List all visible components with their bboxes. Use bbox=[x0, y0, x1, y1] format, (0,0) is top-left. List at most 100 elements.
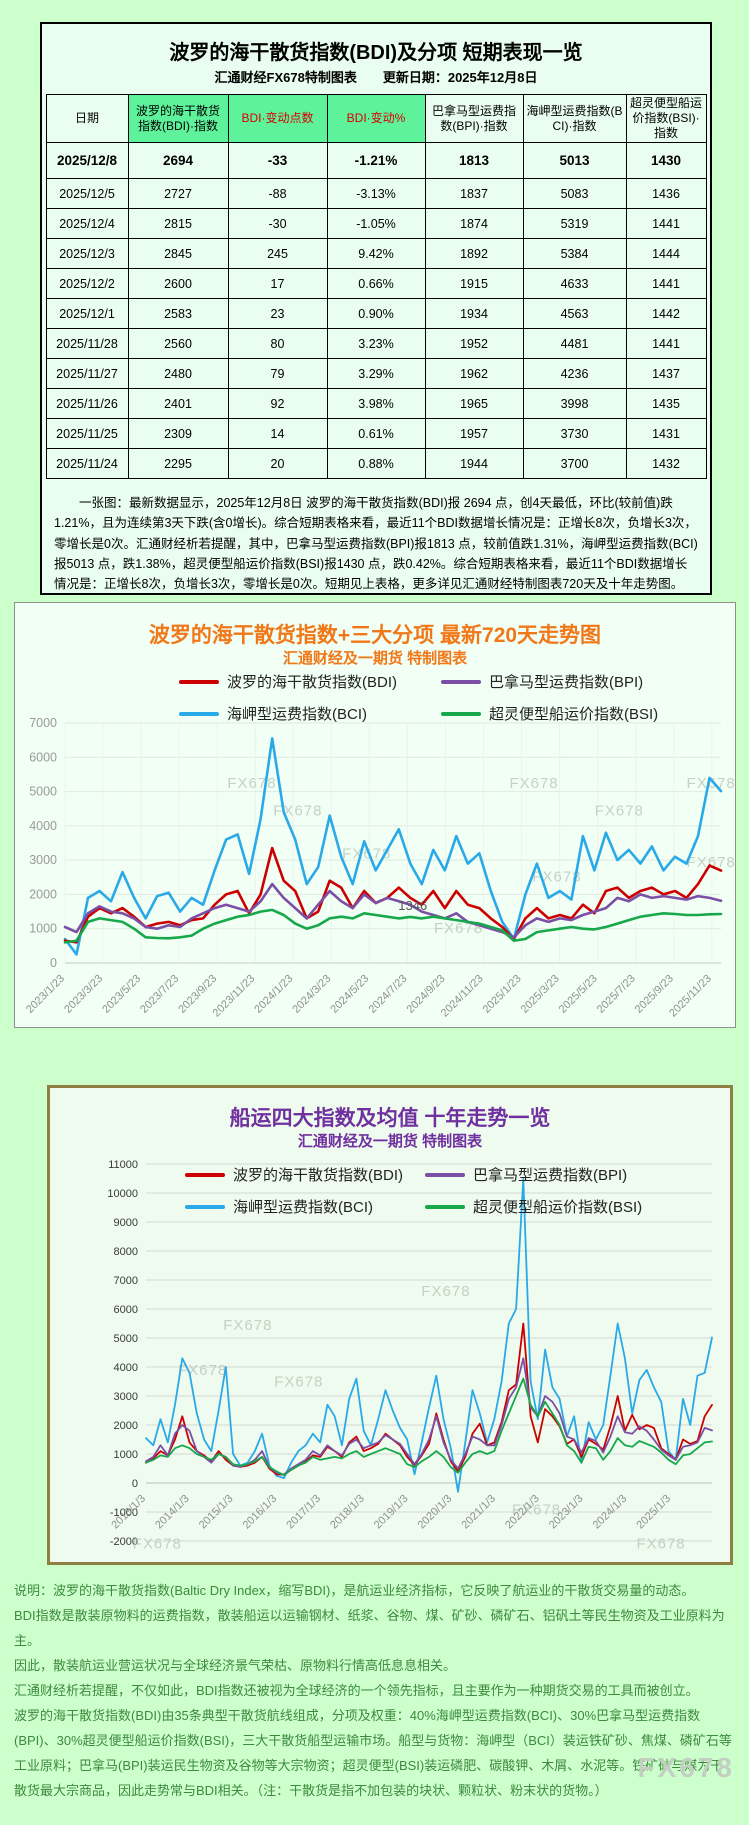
svg-text:FX678: FX678 bbox=[223, 1317, 272, 1334]
svg-text:9000: 9000 bbox=[114, 1217, 138, 1229]
table-row: 2025/11/28 2560 80 3.23% 1952 4481 1441 bbox=[45, 328, 707, 359]
svg-text:0: 0 bbox=[50, 956, 57, 970]
legend-item-bpi: 巴拿马型运费指数(BPI) bbox=[425, 1164, 665, 1185]
table-cell: 2600 bbox=[127, 268, 229, 299]
chart-10year-subtitle: 汇通财经及一期货 特制图表 bbox=[297, 1133, 483, 1150]
column-header: 巴拿马型运费指数(BPI)·指数 bbox=[424, 94, 524, 143]
legend-item-bdi: 波罗的海干散货指数(BDI) bbox=[185, 1164, 425, 1185]
svg-text:2024/1/23: 2024/1/23 bbox=[252, 973, 295, 1016]
footer-note-line: 因此，散装航运业营运状况与全球经济景气荣枯、原物料行情高低息息相关。 bbox=[14, 1658, 457, 1673]
table-cell: 2401 bbox=[127, 388, 229, 419]
table-cell: 2025/11/25 bbox=[45, 418, 129, 449]
chart-720day-legend: 波罗的海干散货指数(BDI) 巴拿马型运费指数(BPI) 海岬型运费指数(BCI) 超… bbox=[179, 671, 703, 724]
legend-label: 超灵便型船运价指数(BSI) bbox=[473, 1199, 643, 1216]
legend-label: 海岬型运费指数(BCI) bbox=[233, 1199, 373, 1216]
svg-text:FX678: FX678 bbox=[421, 1283, 470, 1300]
svg-text:FX678: FX678 bbox=[636, 1536, 685, 1553]
table-cell: -1.05% bbox=[326, 208, 426, 239]
chart-10year-panel: -2000 -1000 0 1000 2000 3000 4000 5000 6000 7000 8… bbox=[47, 1085, 733, 1565]
chart-10year-legend: 波罗的海干散货指数(BDI) 巴拿马型运费指数(BPI) 海岬型运费指数(BCI) 超… bbox=[185, 1164, 665, 1217]
table-row: 2025/11/27 2480 79 3.29% 1962 4236 1437 bbox=[45, 358, 707, 389]
svg-text:1000: 1000 bbox=[29, 922, 57, 936]
chart-720day-subtitle: 汇通财经及一期货 特制图表 bbox=[282, 650, 468, 667]
table-cell: 2025/12/8 bbox=[45, 142, 129, 179]
table-cell: 0.88% bbox=[326, 448, 426, 479]
table-cell: 2560 bbox=[127, 328, 229, 359]
table-cell: 2727 bbox=[127, 178, 229, 209]
table-cell: 2025/12/1 bbox=[45, 298, 129, 329]
table-cell: 4236 bbox=[522, 358, 627, 389]
table-subtitle: 汇通财经FX678特制图表 更新日期：2025年12月8日 bbox=[42, 67, 710, 86]
footer-note-line: 汇通财经析若提醒，不仅如此，BDI指数还被视为全球经济的一个领先指标，且主要作为… bbox=[14, 1683, 699, 1698]
legend-label: 巴拿马型运费指数(BPI) bbox=[489, 674, 644, 691]
legend-color-line bbox=[441, 679, 481, 684]
bdi-short-term-table: 日期 波罗的海干散货指数(BDI)·指数 BDI·变动点数 BDI·变动% 巴拿马型运费… bbox=[45, 94, 707, 479]
table-cell: 3730 bbox=[522, 418, 627, 449]
table-cell: 2845 bbox=[127, 238, 229, 269]
legend-item-bci: 海岬型运费指数(BCI) bbox=[179, 703, 441, 724]
table-cell: 0.61% bbox=[326, 418, 426, 449]
table-row: 2025/12/3 2845 245 9.42% 1892 5384 1444 bbox=[45, 238, 707, 269]
chart-10year-plot: -2000 -1000 0 1000 2000 3000 4000 5000 6000 7000 8… bbox=[107, 1159, 713, 1553]
table-cell: 79 bbox=[227, 358, 328, 389]
svg-text:FX678: FX678 bbox=[512, 1502, 561, 1519]
table-cell: 0.66% bbox=[326, 268, 426, 299]
table-cell: 9.42% bbox=[326, 238, 426, 269]
table-cell: 5319 bbox=[522, 208, 627, 239]
column-header: 波罗的海干散货指数(BDI)·指数 bbox=[127, 94, 229, 143]
table-row: 2025/12/8 2694 -33 -1.21% 1813 5013 1430 bbox=[45, 142, 707, 179]
chart-720day-panel: 0 1000 2000 3000 4000 5000 6000 7000 FX678 FX678 F… bbox=[14, 602, 736, 1028]
column-header: 日期 bbox=[45, 94, 129, 143]
table-cell: 0.90% bbox=[326, 298, 426, 329]
svg-text:FX678: FX678 bbox=[595, 802, 644, 819]
table-cell: -1.21% bbox=[326, 142, 426, 179]
svg-text:2023/3/23: 2023/3/23 bbox=[62, 973, 105, 1016]
legend-color-line bbox=[179, 711, 219, 716]
table-cell: 2815 bbox=[127, 208, 229, 239]
legend-label: 巴拿马型运费指数(BPI) bbox=[473, 1167, 628, 1184]
short-term-table-panel: 波罗的海干散货指数(BDI)及分项 短期表现一览 汇通财经FX678特制图表 更… bbox=[40, 22, 712, 595]
legend-label: 波罗的海干散货指数(BDI) bbox=[227, 674, 397, 691]
svg-text:FX678: FX678 bbox=[274, 1373, 323, 1390]
legend-color-line bbox=[425, 1172, 465, 1177]
svg-text:10000: 10000 bbox=[107, 1188, 138, 1200]
svg-text:1346: 1346 bbox=[398, 898, 427, 913]
table-cell: 1441 bbox=[625, 268, 707, 299]
svg-text:2024/3/23: 2024/3/23 bbox=[290, 973, 333, 1016]
footer-notes: 说明：波罗的海干散货指数(Baltic Dry Index，缩写BDI)，是航运… bbox=[0, 1578, 749, 1803]
svg-text:FX678: FX678 bbox=[687, 854, 736, 871]
svg-text:2025/3/23: 2025/3/23 bbox=[519, 973, 562, 1016]
svg-text:6000: 6000 bbox=[114, 1304, 138, 1316]
table-cell: 80 bbox=[227, 328, 328, 359]
table-cell: 2025/11/28 bbox=[45, 328, 129, 359]
table-cell: 1813 bbox=[424, 142, 524, 179]
svg-text:8000: 8000 bbox=[114, 1246, 138, 1258]
table-cell: 2694 bbox=[127, 142, 229, 179]
table-cell: 5013 bbox=[522, 142, 627, 179]
legend-color-line bbox=[179, 679, 219, 684]
svg-text:-1000: -1000 bbox=[110, 1507, 138, 1519]
legend-label: 波罗的海干散货指数(BDI) bbox=[233, 1167, 403, 1184]
svg-text:2025/1/23: 2025/1/23 bbox=[481, 973, 524, 1016]
svg-text:FX678: FX678 bbox=[227, 775, 276, 792]
series-bpi bbox=[63, 882, 723, 939]
table-cell: 1965 bbox=[424, 388, 524, 419]
table-cell: 3700 bbox=[522, 448, 627, 479]
table-cell: 2025/12/3 bbox=[45, 238, 129, 269]
table-update-date: 更新日期：2025年12月8日 bbox=[382, 70, 538, 85]
fx678-watermark: FX678 bbox=[637, 1752, 735, 1783]
table-cell: 20 bbox=[227, 448, 328, 479]
table-row: 2025/12/1 2583 23 0.90% 1934 4563 1442 bbox=[45, 298, 707, 329]
footer-note-line: 说明：波罗的海干散货指数(Baltic Dry Index，缩写BDI)，是航运… bbox=[14, 1583, 695, 1598]
legend-item-bsi: 超灵便型船运价指数(BSI) bbox=[441, 703, 703, 724]
svg-text:FX678: FX678 bbox=[273, 802, 322, 819]
table-cell: 2583 bbox=[127, 298, 229, 329]
table-header-row: 日期 波罗的海干散货指数(BDI)·指数 BDI·变动点数 BDI·变动% 巴拿马型运费… bbox=[45, 94, 707, 143]
table-row: 2025/11/25 2309 14 0.61% 1957 3730 1431 bbox=[45, 418, 707, 449]
table-cell: 14 bbox=[227, 418, 328, 449]
table-cell: 2025/11/26 bbox=[45, 388, 129, 419]
svg-text:5000: 5000 bbox=[114, 1333, 138, 1345]
table-cell: 245 bbox=[227, 238, 328, 269]
table-cell: 1442 bbox=[625, 298, 707, 329]
